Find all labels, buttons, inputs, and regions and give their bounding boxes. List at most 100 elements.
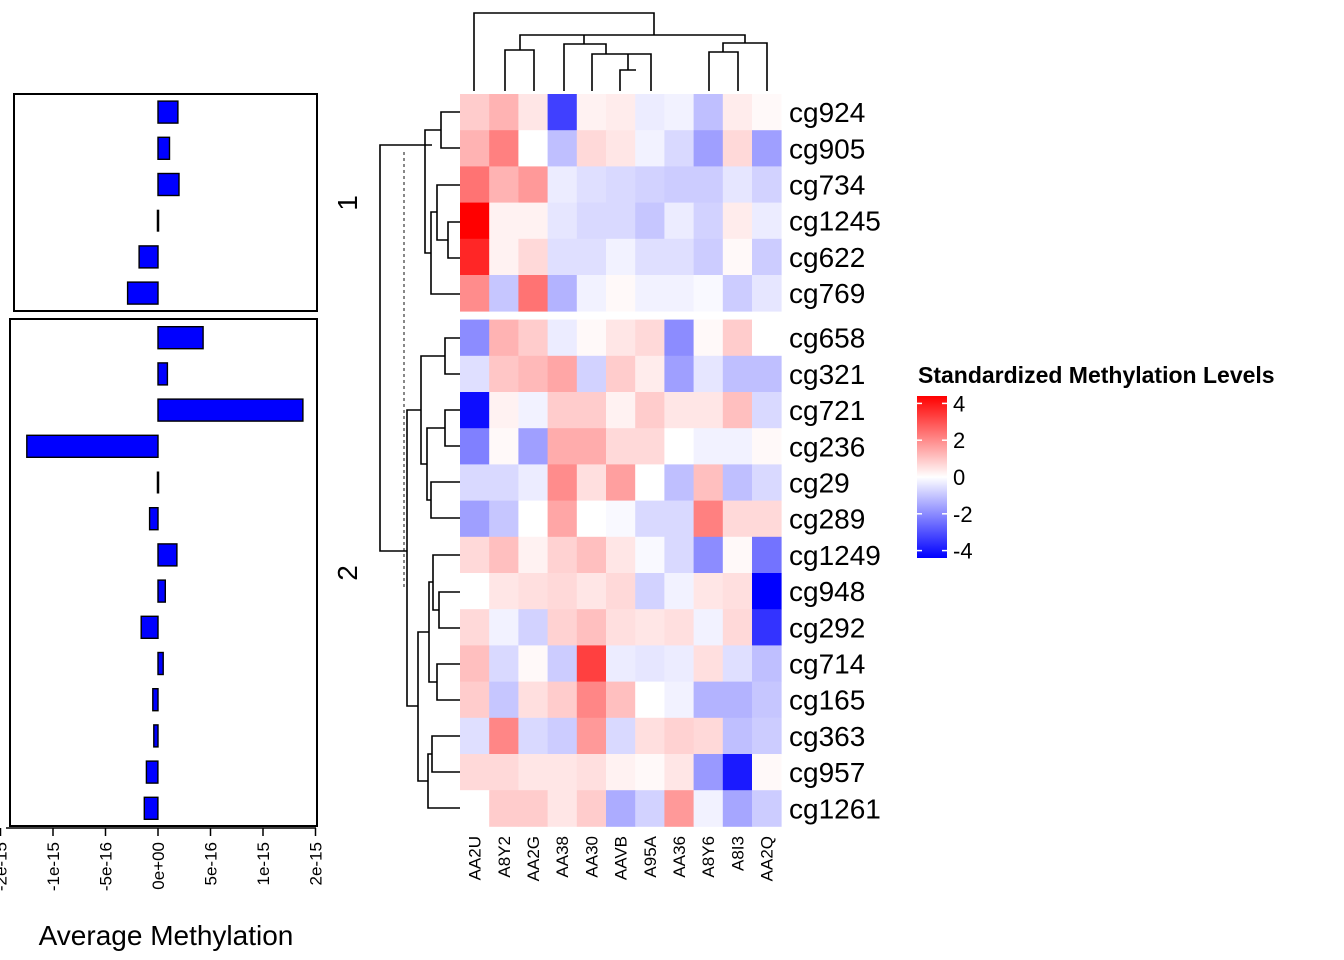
heatmap-cell-cg905-A95A bbox=[635, 130, 665, 167]
heatmap-cell-cg957-AA36 bbox=[664, 754, 694, 791]
heatmap-cell-cg924-AA2Q bbox=[752, 94, 782, 131]
heatmap-cell-cg948-AA2Q bbox=[752, 573, 782, 610]
legend-ticks: 4 2 0 -2 -4 bbox=[917, 391, 973, 564]
heatmap-cell-cg721-AA30 bbox=[576, 392, 607, 429]
heatmap-cell-cg1249-AA30 bbox=[576, 536, 607, 574]
bar-cg721 bbox=[157, 398, 304, 422]
heatmap-cell-cg714-A95A bbox=[635, 645, 665, 682]
bar-x-tick-label: 1e-15 bbox=[254, 842, 273, 885]
heatmap-cell-cg734-AA2Q bbox=[752, 166, 782, 203]
heatmap-cell-cg29-AA38 bbox=[547, 464, 578, 501]
heatmap-cell-cg1245-AA2Q bbox=[752, 202, 782, 240]
heatmap-cell-cg1245-AA30 bbox=[576, 202, 607, 240]
heatmap-cell-cg292-AA38 bbox=[547, 609, 578, 646]
heatmap-cell-cg165-A8Y2 bbox=[489, 681, 519, 719]
heatmap-body bbox=[460, 94, 782, 827]
heatmap-cell-cg905-A8Y2 bbox=[489, 130, 519, 167]
heatmap-cell-cg321-AA36 bbox=[664, 355, 694, 393]
row-dendrogram-root bbox=[379, 144, 432, 552]
heatmap-cell-cg924-AA30 bbox=[576, 94, 607, 131]
heatmap-cell-cg236-A8I3 bbox=[722, 428, 753, 465]
heatmap-cell-cg289-AAVB bbox=[606, 500, 636, 538]
heatmap-cell-cg29-A95A bbox=[635, 464, 665, 501]
heatmap-cell-cg1245-A8Y6 bbox=[693, 202, 724, 240]
heatmap-cell-cg948-A8Y6 bbox=[693, 573, 724, 610]
heatmap-cell-cg1249-AA2G bbox=[518, 536, 548, 574]
row-label-cg1261: cg1261 bbox=[789, 793, 881, 824]
legend-tick-label: -4 bbox=[953, 539, 973, 564]
heatmap-cell-cg948-A8Y2 bbox=[489, 573, 519, 610]
heatmap-cell-cg363-AA2Q bbox=[752, 717, 782, 755]
heatmap-cell-cg957-A8Y6 bbox=[693, 754, 724, 791]
heatmap-cell-cg721-A8Y6 bbox=[693, 392, 724, 429]
heatmap-cell-cg165-AA38 bbox=[547, 681, 578, 719]
heatmap-cell-cg769-A95A bbox=[635, 275, 665, 312]
heatmap-cell-cg924-A8Y6 bbox=[693, 94, 724, 131]
heatmap-cell-cg948-A8I3 bbox=[722, 573, 753, 610]
heatmap-cell-cg1261-AA36 bbox=[664, 790, 694, 827]
row-label-cg1249: cg1249 bbox=[789, 540, 881, 571]
heatmap-cell-cg714-A8Y2 bbox=[489, 645, 519, 682]
heatmap-cell-cg1261-AA38 bbox=[547, 790, 578, 827]
heatmap-cell-cg363-AA36 bbox=[664, 717, 694, 755]
heatmap-cell-cg948-AAVB bbox=[606, 573, 636, 610]
split-label-1: 1 bbox=[332, 195, 363, 211]
heatmap-cell-cg289-AA2U bbox=[460, 500, 490, 538]
heatmap-cell-cg1245-AAVB bbox=[606, 202, 636, 240]
heatmap-cell-cg363-A95A bbox=[635, 717, 665, 755]
barplot-panel: -2e-15 -1e-15 -5e-16 0e+00 5e-16 1e-15 2e-15 A… bbox=[0, 93, 326, 951]
heatmap-cell-cg1249-A8I3 bbox=[722, 536, 753, 574]
heatmap-cell-cg1249-AAVB bbox=[606, 536, 636, 574]
heatmap-cell-cg292-A8Y6 bbox=[693, 609, 724, 646]
row-label-cg363: cg363 bbox=[789, 721, 865, 752]
column-label-A8I3: A8I3 bbox=[728, 836, 747, 871]
heatmap-cell-cg905-A8Y6 bbox=[693, 130, 724, 167]
split-labels: 1 2 bbox=[332, 195, 363, 581]
heatmap-cell-cg622-A8I3 bbox=[722, 238, 753, 276]
heatmap-cell-cg292-AA2Q bbox=[752, 609, 782, 646]
heatmap-cell-cg924-AA2U bbox=[460, 94, 490, 131]
heatmap-cell-cg905-AA38 bbox=[547, 130, 578, 167]
row-label-cg1245: cg1245 bbox=[789, 206, 881, 237]
bar-cg165 bbox=[152, 688, 159, 712]
row-label-cg29: cg29 bbox=[789, 468, 850, 499]
row-label-cg289: cg289 bbox=[789, 504, 865, 535]
bar-cg924 bbox=[157, 100, 179, 124]
legend-tick-label: 0 bbox=[953, 465, 965, 490]
heatmap-cell-cg29-A8Y6 bbox=[693, 464, 724, 501]
heatmap-cell-cg289-AA2G bbox=[518, 500, 548, 538]
heatmap-cell-cg165-AA2G bbox=[518, 681, 548, 719]
heatmap-cell-cg734-AA36 bbox=[664, 166, 694, 203]
heatmap-cell-cg714-AA38 bbox=[547, 645, 578, 682]
heatmap-cell-cg957-AA30 bbox=[576, 754, 607, 791]
heatmap-cell-cg948-AA38 bbox=[547, 573, 578, 610]
heatmap-cell-cg734-AA30 bbox=[576, 166, 607, 203]
row-label-cg236: cg236 bbox=[789, 431, 865, 462]
heatmap-cell-cg714-A8Y6 bbox=[693, 645, 724, 682]
heatmap-cell-cg924-AA36 bbox=[664, 94, 694, 131]
heatmap-cell-cg1261-A8Y2 bbox=[489, 790, 519, 827]
bar-cg658 bbox=[157, 326, 204, 350]
heatmap-cell-cg957-AA2G bbox=[518, 754, 548, 791]
heatmap-cell-cg622-AA2Q bbox=[752, 238, 782, 276]
heatmap-cell-cg321-AA38 bbox=[547, 355, 578, 393]
heatmap-cell-cg769-AA2G bbox=[518, 275, 548, 312]
heatmap-cell-cg957-AAVB bbox=[606, 754, 636, 791]
heatmap-cell-cg948-A95A bbox=[635, 573, 665, 610]
heatmap-cell-cg721-AA38 bbox=[547, 392, 578, 429]
heatmap-cell-cg658-A95A bbox=[635, 319, 665, 357]
heatmap-cell-cg1261-AA2U bbox=[460, 790, 490, 827]
heatmap-cell-cg769-AA36 bbox=[664, 275, 694, 312]
bar-cg957 bbox=[145, 760, 159, 784]
bar-cg948 bbox=[157, 579, 167, 603]
heatmap-cell-cg734-A8Y2 bbox=[489, 166, 519, 203]
bar-x-axis: -2e-15 -1e-15 -5e-16 0e+00 5e-16 1e-15 2e-15 bbox=[0, 827, 326, 891]
bar-x-tick-label: -5e-16 bbox=[97, 842, 116, 891]
heatmap-cell-cg924-AA38 bbox=[547, 94, 578, 131]
heatmap-cell-cg957-A8I3 bbox=[722, 754, 753, 791]
bar-cg769 bbox=[126, 281, 159, 305]
legend-tick-label: -2 bbox=[953, 502, 973, 527]
heatmap-cell-cg29-AA36 bbox=[664, 464, 694, 501]
heatmap-cell-cg289-A95A bbox=[635, 500, 665, 538]
heatmap-cell-cg321-AA2G bbox=[518, 355, 548, 393]
